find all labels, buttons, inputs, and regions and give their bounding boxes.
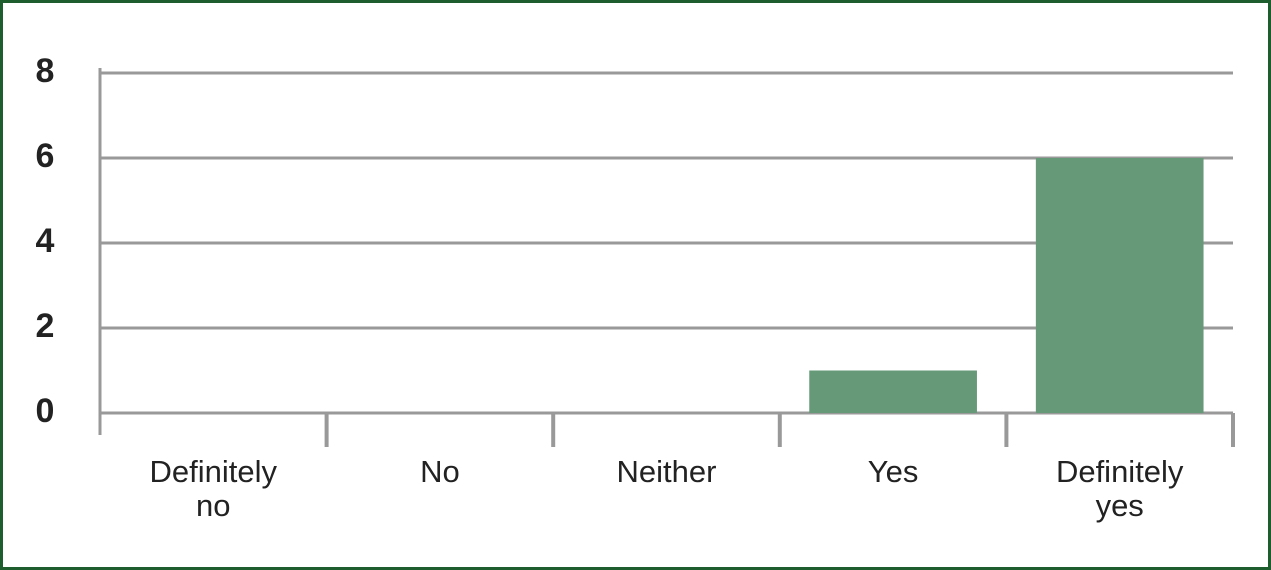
plot: 0 2 4 6 8 — [36, 52, 1235, 447]
y-tick-label: 0 — [36, 392, 55, 430]
bar — [809, 370, 977, 413]
x-tick-label: No — [420, 454, 460, 489]
x-tick-label: Definitely yes — [1055, 454, 1184, 523]
x-tick-label: Yes — [867, 454, 919, 489]
x-tick-label: Neither — [616, 454, 717, 489]
y-tick-label: 8 — [36, 52, 55, 90]
y-tick-label: 2 — [36, 307, 55, 345]
x-tick-label: Definitely no — [149, 454, 278, 523]
bar — [1035, 158, 1204, 413]
y-tick-label: 4 — [36, 222, 55, 260]
y-tick-label: 6 — [36, 137, 55, 175]
